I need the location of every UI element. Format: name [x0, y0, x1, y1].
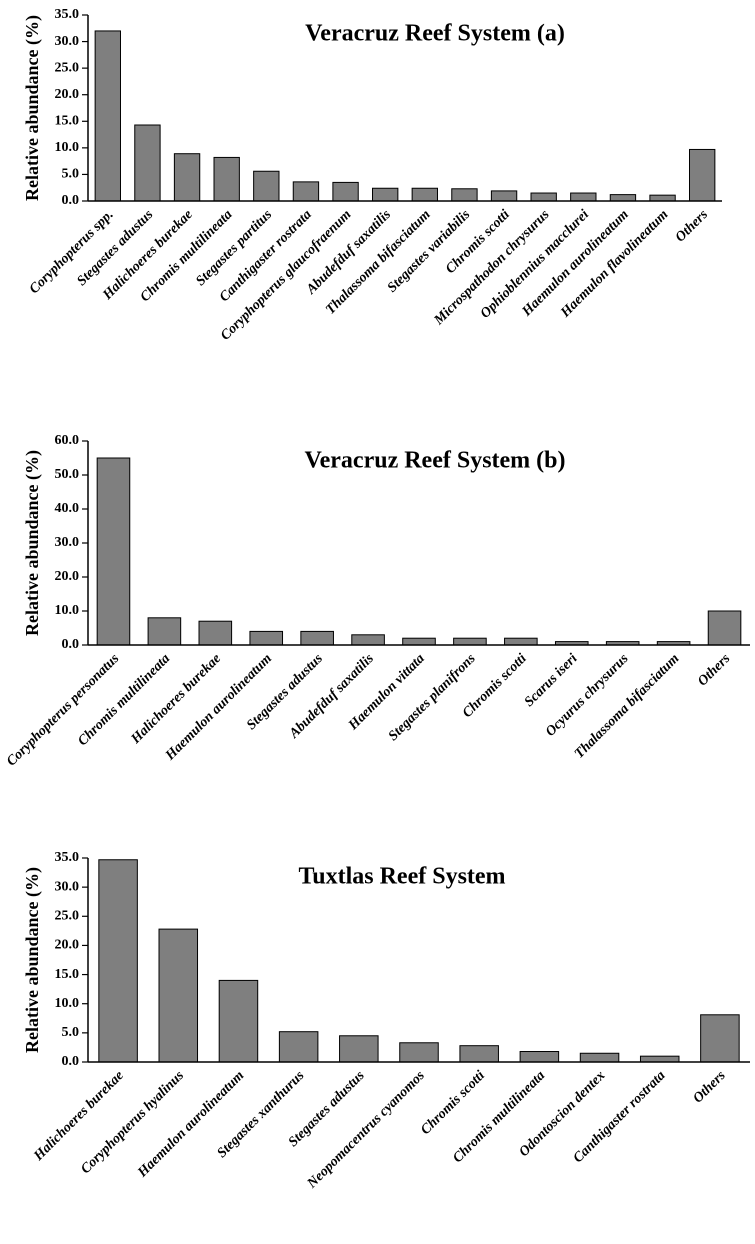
- y-tick-label: 0.0: [62, 193, 80, 208]
- bar-9: [504, 637, 538, 646]
- bar-9: [579, 1052, 620, 1063]
- bar-7: [459, 1045, 499, 1063]
- category-label: Chromis multilineata: [75, 651, 173, 749]
- bar-1: [94, 30, 121, 202]
- bar-3: [218, 979, 259, 1063]
- bar-5: [339, 1035, 379, 1063]
- bar-7: [332, 181, 359, 202]
- bar-8: [372, 187, 399, 202]
- y-tick-label: 35.0: [55, 7, 80, 22]
- y-tick-label: 10.0: [55, 603, 80, 618]
- chart-panel-1: Veracruz Reef System (a) Relative abundan…: [22, 7, 722, 344]
- chart-title: Tuxtlas Reef System: [298, 864, 505, 890]
- y-tick-label: 25.0: [55, 60, 80, 75]
- bar-2: [134, 124, 161, 202]
- bar-8: [519, 1051, 560, 1063]
- y-tick-label: 40.0: [55, 501, 80, 516]
- chart-title: Veracruz Reef System (a): [305, 21, 565, 47]
- y-tick-label: 15.0: [55, 967, 80, 982]
- bar-12: [530, 192, 557, 202]
- category-label: Thalassoma bifasciatum: [572, 651, 683, 762]
- bar-13: [570, 192, 597, 202]
- bar-5: [300, 630, 334, 646]
- y-tick-label: 35.0: [55, 850, 80, 865]
- y-tick-label: 20.0: [55, 938, 80, 953]
- y-tick-label: 0.0: [62, 1054, 80, 1069]
- y-tick-label: 5.0: [62, 167, 80, 182]
- bar-3: [173, 153, 201, 202]
- category-label: Haemulon aurolineatum: [134, 1068, 247, 1181]
- y-axis-label: Relative abundance (%): [22, 450, 43, 636]
- category-label: Coryphopterus hyalinus: [78, 1068, 187, 1177]
- y-tick-label: 30.0: [55, 535, 80, 550]
- category-label: Abudefduf saxatilis: [286, 651, 377, 742]
- bar-15: [649, 194, 676, 202]
- bar-10: [639, 1055, 680, 1063]
- y-tick-label: 5.0: [62, 1025, 80, 1040]
- bar-6: [399, 1042, 439, 1063]
- bar-10: [451, 188, 478, 202]
- bar-1: [96, 457, 131, 646]
- category-label: Stegastes planifrons: [386, 651, 479, 744]
- category-label: Neopomacentrus cyanomos: [304, 1068, 428, 1192]
- bar-2: [147, 617, 182, 646]
- y-tick-label: 20.0: [55, 87, 80, 102]
- bar-2: [158, 928, 199, 1063]
- y-tick-label: 60.0: [55, 433, 80, 448]
- category-label: Others: [691, 1068, 730, 1107]
- y-tick-label: 10.0: [55, 996, 80, 1011]
- bar-8: [453, 637, 487, 646]
- bar-5: [253, 170, 280, 202]
- bar-1: [98, 859, 138, 1063]
- y-tick-label: 50.0: [55, 467, 80, 482]
- bar-16: [689, 148, 716, 202]
- chart-title: Veracruz Reef System (b): [304, 448, 565, 474]
- bar-4: [249, 630, 284, 646]
- y-tick-label: 30.0: [55, 879, 80, 894]
- category-label: Others: [673, 207, 712, 246]
- category-label: Halichoeres burekae: [128, 651, 224, 747]
- y-tick-label: 30.0: [55, 34, 80, 49]
- bar-9: [411, 187, 438, 202]
- y-tick-label: 25.0: [55, 909, 80, 924]
- bar-6: [351, 634, 385, 646]
- bar-14: [609, 194, 637, 202]
- y-tick-label: 20.0: [55, 569, 80, 584]
- y-tick-label: 10.0: [55, 140, 80, 155]
- bar-13: [707, 610, 742, 646]
- bar-11: [490, 190, 518, 202]
- bar-11: [700, 1014, 740, 1063]
- y-tick-label: 0.0: [62, 637, 80, 652]
- chart-panel-3: Tuxtlas Reef System Relative abundance (%…: [22, 850, 750, 1192]
- chart-panel-2: Veracruz Reef System (b) Relative abundan…: [4, 433, 750, 769]
- y-axis-label: Relative abundance (%): [22, 867, 43, 1053]
- bar-4: [278, 1031, 319, 1063]
- bar-3: [198, 620, 233, 646]
- bar-4: [213, 156, 240, 202]
- y-tick-label: 15.0: [55, 114, 80, 129]
- y-axis-label: Relative abundance (%): [22, 15, 43, 201]
- bar-6: [292, 181, 320, 202]
- bar-7: [402, 637, 436, 646]
- category-label: Others: [695, 651, 734, 690]
